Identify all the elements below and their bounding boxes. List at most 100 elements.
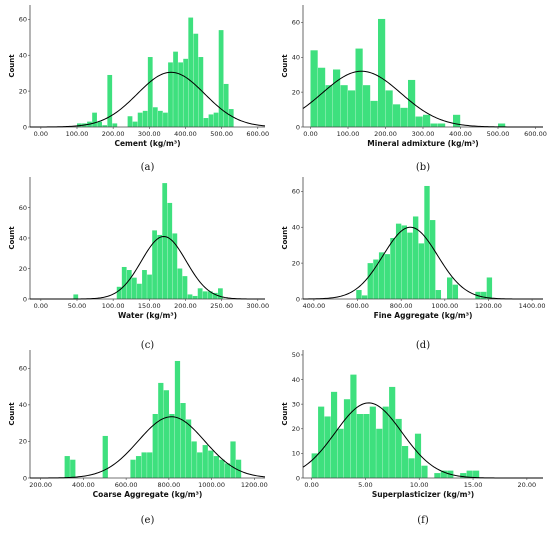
x-tick-label: 150.00 [138,302,161,310]
y-axis-label: Count [281,226,289,250]
x-tick-label: 400.00 [174,130,197,138]
histogram-bar [158,382,164,478]
x-tick-label: 800.00 [157,481,180,489]
histogram-bar [382,406,389,478]
histogram-bar [127,116,133,127]
x-tick-label: 300.00 [412,130,435,138]
histogram-bar [414,433,422,478]
normal-curve [302,402,543,479]
histogram-bar [424,185,430,299]
histogram-bar [132,121,138,127]
histogram-bar [418,243,425,299]
y-tick-label: 60 [19,16,27,24]
histogram-bar [207,291,213,300]
histogram-bar [64,456,70,478]
histogram-bar [70,459,76,478]
x-tick-label: 200.00 [374,130,397,138]
x-axis-label: Mineral admixture (kg/m³) [367,139,478,148]
histogram-bar [228,109,234,127]
normal-curve [30,235,265,300]
histogram-bar [466,470,473,478]
y-axis-label: Count [281,402,289,426]
histogram-bar [177,268,183,299]
panel-f: 0.00 5.00 10.00 15.00 20.00 0 10 20 30 40 50 Count S… [281,350,543,526]
histogram-bar [400,107,408,127]
y-tick-label: 40 [292,54,300,62]
histogram-bar [369,406,376,478]
histogram-bar [325,85,333,127]
histogram-bar [395,418,402,478]
x-tick-label: 50.00 [68,302,87,310]
histogram-bar [121,266,127,299]
normal-curve [302,70,543,128]
x-tick-label: 0.00 [34,302,48,310]
panel-caption: (e) [141,515,155,526]
histogram-bar [147,452,153,478]
histogram-bar [137,112,143,127]
x-tick-label: 600.00 [115,481,138,489]
histogram-bar [343,399,351,478]
histogram-bar [73,294,79,299]
y-tick-label: 20 [292,425,300,433]
histogram-bar [152,230,157,300]
histogram-bar [183,58,189,127]
histogram-bar [112,123,118,127]
y-tick-label: 10 [292,450,300,458]
histogram-bar [429,220,436,299]
y-axis-label: Count [8,402,16,426]
y-tick-label: 0 [296,123,300,131]
histogram-bar [435,290,442,299]
histogram-bar [208,450,214,478]
histogram-bar [481,291,487,299]
y-tick-label: 40 [292,224,300,232]
histogram-bar [126,270,132,299]
y-tick-label: 20 [292,259,300,267]
x-tick-label: 250.00 [210,302,233,310]
histogram-bar [423,114,431,127]
histogram-bar [230,441,236,478]
histogram-bar [401,225,407,299]
histogram-bar [389,386,396,478]
x-tick-label: 1400.00 [519,302,546,310]
x-tick-label: 1000.00 [431,302,458,310]
histogram-bar [193,33,199,127]
histogram-bar [367,263,373,299]
histogram-bar [384,254,390,299]
histogram-bar [202,291,208,300]
x-tick-label: 400.00 [449,130,472,138]
x-tick-label: 300.00 [138,130,161,138]
histogram-bar [163,390,169,478]
histogram-bar [188,17,194,128]
histogram-bar [407,232,413,299]
histogram-bar [356,290,362,299]
x-tick-label: 200.00 [102,130,125,138]
histogram-bar [142,270,147,299]
x-tick-label: 100.00 [102,302,125,310]
y-axis-label: Count [281,54,289,78]
histogram-bar [370,100,378,127]
y-tick-label: 30 [292,400,300,408]
histogram-bar [169,414,175,478]
histogram-bar [102,125,108,127]
x-axis-label: Fine Aggregate (kg/m³) [374,311,473,320]
histogram-bar [310,50,318,128]
histogram-bar [163,112,168,127]
x-tick-label: 600.00 [524,130,547,138]
x-tick-label: 200.00 [29,481,52,489]
histogram-bar [412,216,419,299]
histogram-bar [378,18,386,127]
histogram-bar [218,30,224,127]
histogram-bar [203,118,209,127]
x-tick-label: 0.00 [303,130,317,138]
y-tick-label: 0 [23,474,27,482]
x-tick-label: 10.00 [410,481,429,489]
x-tick-label: 0.00 [34,130,48,138]
histogram-bar [116,286,122,299]
y-tick-label: 0 [296,474,300,482]
histogram-bar [102,435,108,478]
histogram-bar [135,456,142,478]
y-tick-label: 50 [292,351,300,359]
y-axis-label: Count [8,54,16,78]
histogram-bar [141,452,147,478]
